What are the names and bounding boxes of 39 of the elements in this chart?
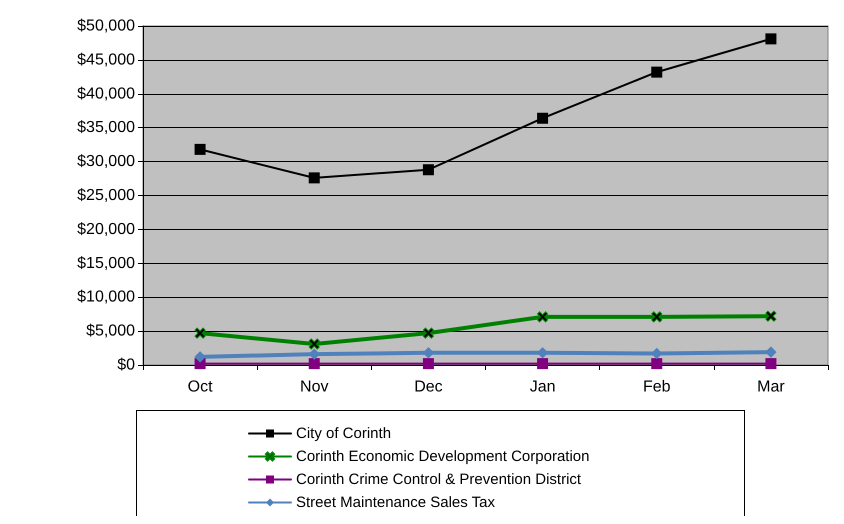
point: [537, 112, 548, 124]
point: [765, 33, 776, 44]
x-tick-label: Mar: [757, 378, 786, 396]
point: [651, 358, 662, 370]
y-tick-label: $40,000: [77, 85, 136, 102]
point: [422, 358, 434, 370]
legend-label: Street Maintenance Sales Tax: [296, 494, 496, 511]
y-tick-label: $25,000: [77, 187, 136, 204]
y-tick-label: $0: [117, 356, 136, 374]
point: [765, 310, 776, 322]
point: [651, 66, 662, 78]
point: [308, 358, 320, 370]
legend-label: City of Corinth: [296, 425, 392, 442]
point: [765, 358, 776, 370]
y-tick-label: $15,000: [77, 254, 136, 272]
point: [194, 144, 206, 155]
y-tick-label: $20,000: [77, 220, 136, 238]
x-tick-label: Jan: [530, 378, 556, 396]
point: [422, 164, 434, 176]
point: [194, 351, 206, 362]
point: [194, 328, 206, 339]
y-tick-label: $35,000: [77, 119, 136, 136]
point: [651, 311, 662, 322]
y-tick-label: $45,000: [77, 51, 136, 68]
point: [537, 311, 548, 322]
x-tick-label: Dec: [414, 378, 443, 396]
point: [537, 358, 548, 370]
x-tick-label: Oct: [188, 378, 214, 396]
legend-label: Corinth Crime Control & Prevention District: [296, 471, 582, 488]
point: [308, 338, 320, 350]
point: [422, 328, 434, 339]
y-tick-label: $5,000: [86, 322, 136, 340]
x-tick-label: Feb: [642, 378, 671, 396]
legend-label: Corinth Economic Development Corporation: [296, 448, 590, 465]
y-tick-label: $50,000: [77, 18, 136, 34]
y-tick-label: $10,000: [77, 288, 136, 306]
point: [308, 172, 320, 184]
x-tick-label: Nov: [300, 378, 328, 396]
y-tick-label: $30,000: [77, 153, 136, 170]
